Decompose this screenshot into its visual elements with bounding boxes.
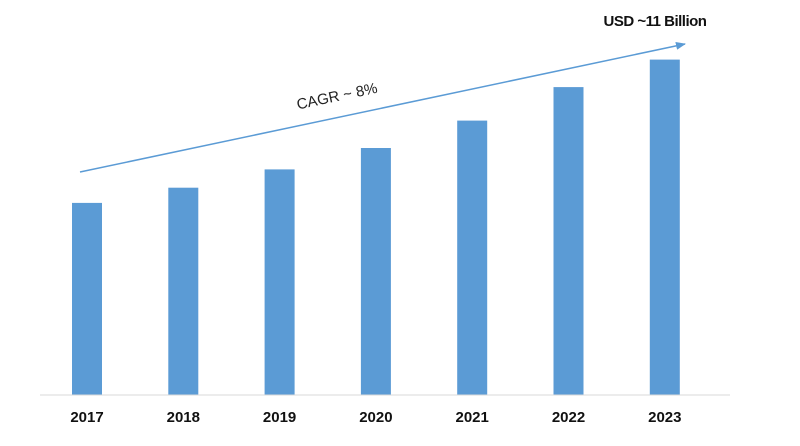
x-tick-label-2018: 2018	[167, 409, 200, 426]
cagr-annotation: CAGR ~ 8%	[295, 80, 379, 114]
x-tick-label-2017: 2017	[70, 409, 103, 426]
x-tick-label-2023: 2023	[648, 409, 681, 426]
x-tick-label-2022: 2022	[552, 409, 585, 426]
bars-group	[72, 59, 680, 395]
bar-2018	[168, 187, 199, 395]
bar-2019	[264, 169, 295, 395]
x-tick-label-2020: 2020	[359, 409, 392, 426]
bar-2022	[553, 87, 584, 395]
bar-2017	[72, 202, 102, 395]
x-tick-label-2021: 2021	[456, 409, 489, 426]
bar-2021	[457, 120, 488, 395]
bar-2020	[360, 148, 391, 395]
x-tick-label-2019: 2019	[263, 409, 296, 426]
bar-2023	[649, 59, 680, 395]
cagr-trend-arrow	[79, 41, 686, 173]
end-value-annotation: USD ~11 Billion	[604, 13, 707, 30]
x-tick-labels: 2017 2018 2019 2020 2021 2022 2023	[70, 409, 681, 426]
